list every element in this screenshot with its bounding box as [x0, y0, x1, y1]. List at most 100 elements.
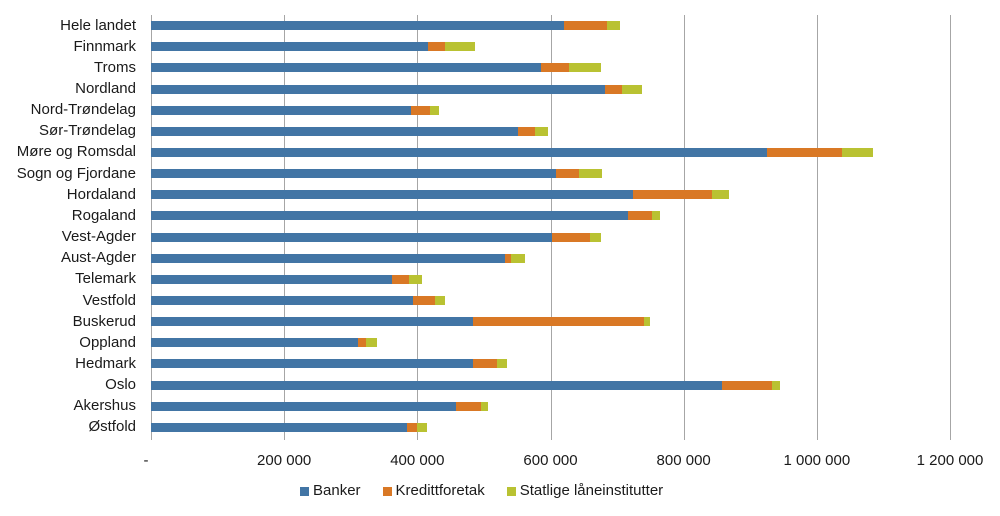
bar-segment: [409, 274, 422, 284]
bar-segment: [392, 274, 410, 284]
bar-segment: [151, 105, 411, 115]
x-tick-label: 600 000: [523, 452, 578, 469]
bar-segment: [151, 63, 542, 73]
bar-row: [151, 190, 729, 200]
x-tick-label: -: [143, 452, 149, 469]
bar-segment: [427, 42, 446, 52]
category-label: Oslo: [105, 376, 136, 394]
category-label: Møre og Romsdal: [16, 143, 136, 161]
bar-segment: [473, 359, 497, 369]
bar-row: [151, 274, 422, 284]
bar-segment: [605, 84, 623, 94]
bar-segment: [151, 84, 606, 94]
category-label: Sogn og Fjordane: [16, 164, 136, 182]
legend: Banker Kredittforetak Statlige låneinsti…: [300, 482, 685, 500]
category-label: Aust-Agder: [60, 249, 136, 267]
bar-row: [151, 21, 620, 31]
legend-label-banker: Banker: [313, 482, 361, 499]
bar-segment: [151, 147, 767, 157]
bar-row: [151, 380, 781, 390]
legend-swatch-kredittforetak: [382, 486, 392, 496]
bar-segment: [151, 317, 474, 327]
bar-segment: [151, 380, 723, 390]
bar-segment: [473, 317, 644, 327]
category-label: Rogaland: [71, 206, 136, 224]
legend-item-kredittforetak: Kredittforetak: [382, 482, 485, 500]
bar-segment: [481, 401, 488, 411]
bar-row: [151, 105, 440, 115]
bar-segment: [151, 126, 518, 136]
gridline: [950, 15, 951, 440]
bar-segment: [151, 401, 456, 411]
bar-row: [151, 359, 508, 369]
category-label: Finnmark: [73, 37, 136, 55]
bar-segment: [722, 380, 772, 390]
legend-swatch-statlige: [506, 486, 516, 496]
bar-row: [151, 232, 602, 242]
bar-row: [151, 253, 525, 263]
bar-segment: [651, 211, 661, 221]
bar-segment: [569, 63, 602, 73]
bar-row: [151, 422, 427, 432]
legend-label-kredittforetak: Kredittforetak: [395, 482, 485, 499]
category-label: Buskerud: [72, 312, 136, 330]
category-label: Hedmark: [75, 354, 136, 372]
bar-segment: [564, 21, 608, 31]
category-label: Hele landet: [60, 16, 136, 34]
bar-segment: [622, 84, 642, 94]
x-tick-label: 800 000: [656, 452, 711, 469]
bar-segment: [445, 42, 476, 52]
bar-segment: [151, 253, 506, 263]
gridline: [817, 15, 818, 440]
bar-segment: [551, 232, 591, 242]
bar-segment: [413, 296, 435, 306]
x-tick-label: 1 000 000: [783, 452, 851, 469]
bar-segment: [151, 169, 556, 179]
bar-segment: [151, 338, 359, 348]
bar-row: [151, 317, 651, 327]
bar-segment: [643, 317, 651, 327]
category-label: Vestfold: [82, 291, 136, 309]
bar-segment: [455, 401, 482, 411]
bar-segment: [590, 232, 602, 242]
gridline: [684, 15, 685, 440]
category-label: Østfold: [88, 418, 136, 436]
bar-segment: [633, 190, 712, 200]
bar-row: [151, 63, 602, 73]
category-label: Troms: [94, 58, 136, 76]
category-label: Vest-Agder: [61, 228, 136, 246]
bar-row: [151, 126, 548, 136]
bar-segment: [151, 190, 634, 200]
bar-row: [151, 42, 476, 52]
bar-segment: [151, 211, 629, 221]
x-tick-label: 200 000: [257, 452, 312, 469]
bar-segment: [151, 274, 393, 284]
bar-segment: [505, 253, 512, 263]
bar-row: [151, 296, 445, 306]
bar-segment: [151, 232, 552, 242]
category-label: Telemark: [75, 270, 136, 288]
gridline: [551, 15, 552, 440]
bar-segment: [711, 190, 729, 200]
bar-row: [151, 338, 377, 348]
category-label: Oppland: [79, 333, 136, 351]
bar-segment: [842, 147, 874, 157]
bar-segment: [410, 105, 430, 115]
bar-segment: [358, 338, 367, 348]
category-label: Akershus: [73, 397, 136, 415]
bar-row: [151, 169, 603, 179]
bar-segment: [407, 422, 418, 432]
bar-segment: [151, 21, 565, 31]
bar-segment: [628, 211, 652, 221]
bar-segment: [607, 21, 620, 31]
category-label: Sør-Trøndelag: [39, 122, 136, 140]
bar-row: [151, 211, 661, 221]
legend-swatch-banker: [300, 486, 309, 496]
legend-label-statlige: Statlige låneinstitutter: [519, 482, 664, 499]
bar-segment: [151, 42, 428, 52]
bar-segment: [429, 105, 440, 115]
bar-segment: [535, 126, 548, 136]
bar-segment: [151, 422, 408, 432]
bar-row: [151, 84, 642, 94]
category-label: Hordaland: [66, 185, 136, 203]
